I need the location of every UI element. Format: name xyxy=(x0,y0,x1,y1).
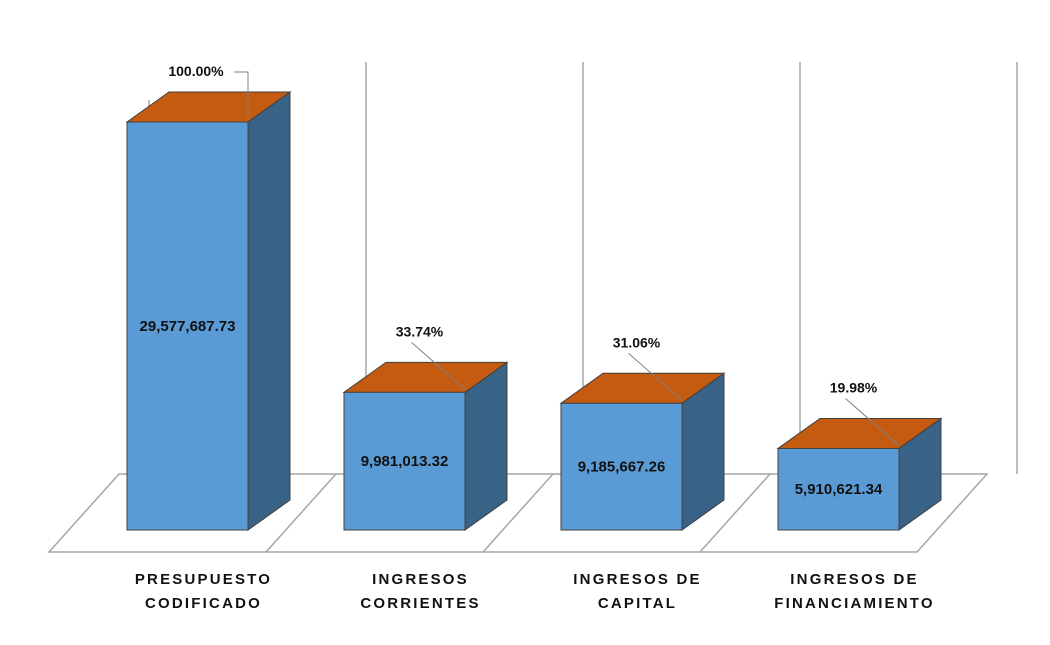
bar-value-label: 29,577,687.73 xyxy=(140,318,236,335)
bar-side-face xyxy=(247,91,291,531)
bar-percent-label: 31.06% xyxy=(613,334,661,350)
bar-value-label: 9,185,667.26 xyxy=(578,459,666,476)
category-label: INGRESOS DE xyxy=(573,571,701,588)
bar-percent-label: 100.00% xyxy=(168,63,224,79)
percent-leader-line xyxy=(411,341,466,390)
category-label: FINANCIAMIENTO xyxy=(774,595,935,612)
bar xyxy=(777,447,900,531)
category-label: INGRESOS xyxy=(372,571,469,588)
floor-divider xyxy=(482,473,554,553)
percent-leader-line xyxy=(234,71,249,118)
percent-leader-line xyxy=(628,352,683,401)
category-label: CORRIENTES xyxy=(360,595,480,612)
bar-value-label: 5,910,621.34 xyxy=(795,481,883,498)
category-label: CODIFICADO xyxy=(145,595,262,612)
floor-divider xyxy=(699,473,771,553)
bar xyxy=(126,121,249,531)
bar xyxy=(343,391,466,531)
category-label: CAPITAL xyxy=(598,595,677,612)
category-label: PRESUPUESTO xyxy=(135,571,272,588)
bar-percent-label: 33.74% xyxy=(396,323,444,339)
bar-value-label: 9,981,013.32 xyxy=(361,453,449,470)
bar xyxy=(560,402,683,531)
bar-percent-label: 19.98% xyxy=(830,379,878,395)
floor-divider xyxy=(265,473,337,553)
category-label: INGRESOS DE xyxy=(790,571,918,588)
percent-leader-line xyxy=(845,398,900,446)
